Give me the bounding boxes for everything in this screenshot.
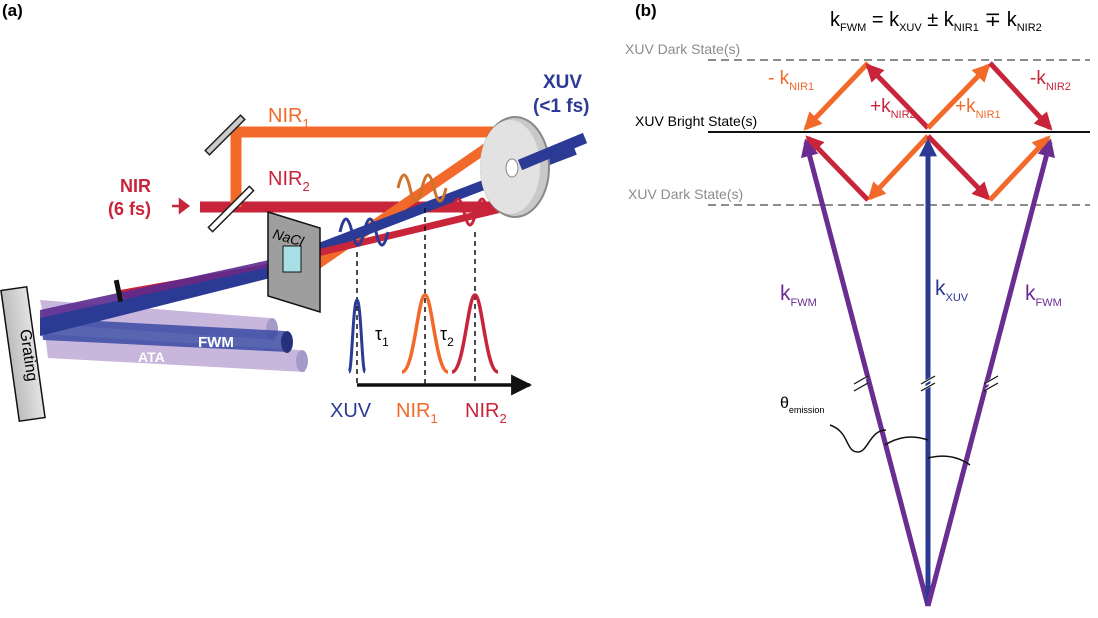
- timeline-nir1-label: NIR1: [396, 400, 438, 426]
- nir1-beam-path: [230, 126, 510, 207]
- plus-knir2-arrow: [865, 63, 930, 130]
- nir-input-arrow: [172, 197, 191, 215]
- lower-mid-orange-arrow: [867, 134, 930, 201]
- timeline-xuv-label: XUV: [330, 400, 372, 422]
- kfwm-left-arrow: [800, 138, 931, 607]
- xuv-pulse-wiggle: [338, 217, 390, 247]
- nir-input-label: NIR: [120, 176, 151, 196]
- dark-state-bottom-label: XUV Dark State(s): [628, 186, 743, 202]
- recombination-mirror: [480, 116, 550, 218]
- beamsplitter: [207, 185, 255, 233]
- xuv-timeline-pulse: [347, 298, 367, 374]
- plus-knir1-arrow: [926, 63, 991, 130]
- nir1-pulse-wiggle: [396, 173, 448, 203]
- nacl-sample: NaCl: [267, 210, 321, 314]
- theta-emission-label: θemission: [780, 395, 824, 415]
- fwm-top-label: FWM: [198, 334, 234, 351]
- timeline-nir2-label: NIR2: [465, 400, 507, 426]
- panel-b-label: (b): [635, 1, 657, 20]
- nir2-label: NIR2: [268, 168, 310, 194]
- ata-label: ATA: [138, 349, 165, 365]
- axis-break-ticks: [853, 375, 999, 392]
- panel-b: (b) kFWM = kXUV ± kNIR1 ∓ kNIR2 XUV Dark…: [625, 1, 1090, 607]
- kfwm-left-label: kFWM: [780, 282, 817, 309]
- panel-a-label: (a): [2, 1, 23, 20]
- emission-angle-arc-right: [927, 455, 971, 466]
- emission-angle-arc-left: [884, 436, 929, 446]
- nir1-timeline-pulse: [401, 293, 449, 374]
- nir2-timeline-pulse: [451, 293, 499, 374]
- fwm-bottom-label: FWM: [198, 370, 234, 387]
- minus-knir1-arrow: [803, 61, 870, 131]
- tau1-label: τ1: [375, 324, 389, 349]
- bright-state-label: XUV Bright State(s): [635, 113, 757, 129]
- filter-block: [113, 279, 124, 303]
- xuv-beam-to-grating: [40, 262, 294, 336]
- nir2-pulse-wiggle: [450, 197, 490, 227]
- grating: Grating: [0, 285, 46, 423]
- ata-beam-end: [281, 331, 293, 353]
- xuv-beam-incoming: [517, 132, 588, 171]
- nir-input-duration: (6 fs): [108, 199, 151, 219]
- kfwm-right-arrow: [925, 138, 1056, 607]
- lower-mid-red-arrow: [926, 134, 991, 201]
- plus-knir2-label: +kNIR2: [870, 96, 916, 121]
- tau2-label: τ2: [440, 324, 454, 349]
- kxuv-label: kXUV: [935, 277, 969, 304]
- minus-knir1-label: - kNIR1: [768, 68, 814, 93]
- panel-a: (a) Grating FWM ATA FWM NIR (6 fs): [0, 1, 590, 426]
- fwm-bottom-beam: [45, 334, 305, 372]
- xuv-label: XUV: [543, 72, 582, 93]
- ata-beam: [40, 318, 288, 352]
- fwm-bottom-beam-end: [296, 350, 308, 372]
- minus-knir2-label: -kNIR2: [1030, 68, 1071, 93]
- nir1-label: NIR1: [268, 105, 310, 131]
- emission-angle-pointer: [829, 424, 887, 453]
- plus-knir1-label: +kNIR1: [955, 96, 1001, 121]
- xuv-duration: (<1 fs): [533, 96, 590, 117]
- dark-state-top-label: XUV Dark State(s): [625, 41, 740, 57]
- mirror-top: [204, 114, 246, 156]
- phase-matching-equation: kFWM = kXUV ± kNIR1 ∓ kNIR2: [830, 9, 1042, 34]
- kfwm-right-label: kFWM: [1025, 282, 1062, 309]
- minus-knir2-arrow: [988, 61, 1053, 131]
